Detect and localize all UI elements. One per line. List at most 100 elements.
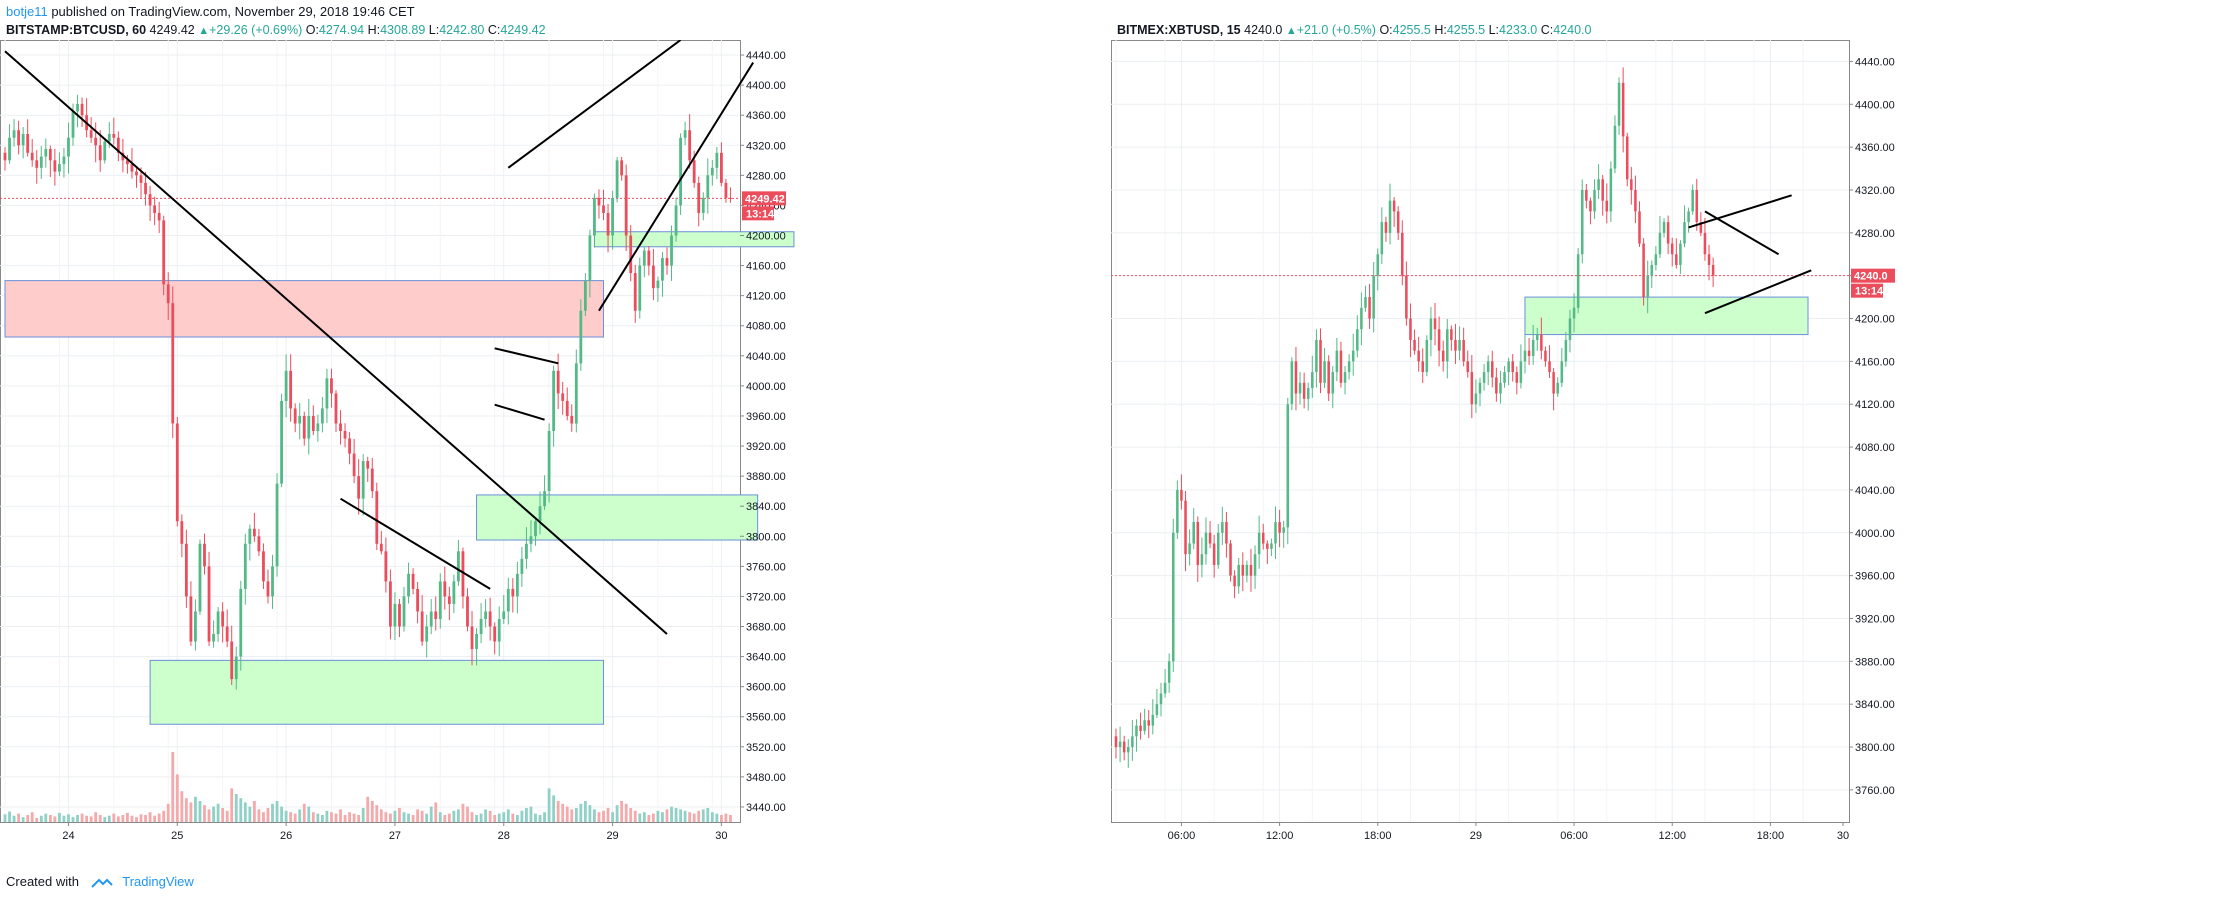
price-tick-label: 4440.00: [1855, 56, 1895, 68]
support-zone: [149, 659, 605, 725]
candle-body: [1204, 532, 1208, 555]
price-tick-label: 4400.00: [1855, 99, 1895, 111]
candle-body: [76, 103, 79, 112]
time-axis: 06:00 12:00 18:00 29 06:00 12:00 18:00 30: [1111, 822, 1849, 842]
candle-body: [615, 160, 619, 198]
candle-body: [153, 205, 157, 213]
volume-bar: [153, 815, 157, 822]
candle-body: [1401, 232, 1404, 276]
volume-bar: [12, 815, 16, 822]
volume-bar: [157, 813, 161, 822]
candle-body: [130, 164, 134, 172]
candle-body: [1127, 747, 1130, 753]
volume-bar: [298, 809, 302, 822]
candle-body: [1446, 329, 1449, 362]
candle-body: [570, 415, 574, 424]
candle-body: [1176, 489, 1179, 533]
price-chart-xbtusd[interactable]: 3760.00 3800.00 3840.00 3880.00 3920.00 3960.…: [1111, 40, 2217, 866]
chart-panel-btcusd[interactable]: BITSTAMP:BTCUSD, 60 4249.42 ▲+29.26 (+0.…: [0, 18, 1107, 866]
candle-body: [352, 453, 356, 477]
volume-bar: [583, 801, 587, 822]
volume-bar: [588, 805, 592, 822]
volume-bar: [162, 810, 166, 822]
volume-bar: [452, 810, 456, 822]
candle-body: [1683, 222, 1686, 244]
volume-bar: [556, 801, 560, 822]
volume-bar: [579, 803, 583, 822]
candle-body: [1184, 500, 1187, 555]
candle-body: [706, 175, 710, 198]
candle-body: [1486, 361, 1490, 373]
candle-body: [1642, 243, 1645, 298]
volume-bar: [525, 808, 528, 822]
last-price-tag: [1851, 268, 1895, 283]
price-tick-label: 3920.00: [746, 441, 786, 453]
volume-bar: [511, 813, 515, 822]
candle-body: [1396, 211, 1400, 233]
candle-body: [1491, 361, 1494, 378]
candle-body: [425, 626, 429, 642]
candle-body: [656, 280, 660, 289]
price-tick-label: 3880.00: [746, 471, 786, 483]
trendline: [507, 40, 682, 169]
candle-body: [1331, 372, 1335, 394]
candle-body: [1122, 741, 1126, 753]
candle-body: [1458, 339, 1461, 351]
candle-body: [1421, 361, 1425, 373]
candle-body: [1666, 222, 1670, 244]
candle-body: [1306, 388, 1310, 399]
candle-body: [719, 152, 723, 183]
tradingview-brand-link[interactable]: TradingView: [122, 874, 194, 889]
price-chart-btcusd[interactable]: 3440.00 3480.00 3520.00 3560.00 3600.00 3640.…: [0, 40, 1107, 866]
candle-body: [361, 461, 365, 499]
candle-body: [311, 415, 315, 431]
candle-body: [525, 543, 528, 559]
volume-bar: [225, 810, 229, 822]
volume-bar: [284, 810, 288, 822]
candle-body: [80, 103, 84, 116]
candle-body: [466, 596, 469, 627]
candle-body: [275, 483, 279, 567]
candle-body: [515, 573, 519, 597]
candle-body: [429, 611, 433, 627]
candle-body: [1347, 361, 1351, 373]
candle-body: [98, 145, 102, 161]
volume-bar: [647, 815, 651, 822]
candle-body: [139, 175, 143, 183]
time-tick-label: 29: [1470, 830, 1482, 842]
candle-body: [452, 581, 456, 604]
candle-body: [611, 197, 614, 236]
candle-body: [1576, 254, 1580, 308]
candle-body: [1662, 222, 1666, 233]
candle-body: [520, 558, 524, 574]
author-link[interactable]: botje11: [6, 4, 48, 19]
trendline: [1704, 269, 1812, 315]
volume-bar: [330, 812, 333, 822]
volume-bar: [357, 815, 361, 822]
candle-body: [366, 461, 370, 469]
candle-body: [17, 130, 21, 146]
candle-body: [243, 543, 247, 589]
trendline: [1704, 210, 1780, 256]
volume-bar: [479, 813, 483, 822]
candle-body: [411, 573, 415, 589]
candle-body: [1597, 179, 1600, 190]
price-tick-label: 4000.00: [1855, 528, 1895, 540]
volume-bar: [293, 813, 297, 822]
price-tick-label: 3840.00: [746, 501, 786, 513]
candle-body: [330, 378, 333, 394]
candle-body: [443, 581, 447, 597]
candle-body: [334, 393, 338, 424]
candle-body: [1687, 211, 1690, 223]
candle-body: [1208, 532, 1212, 544]
trendline: [4, 50, 668, 635]
candle-body: [121, 152, 125, 161]
countdown-tag-label: 13:14: [746, 208, 775, 220]
candle-body: [1482, 372, 1486, 383]
candle-body: [488, 611, 492, 627]
candle-body: [271, 566, 274, 597]
chart-panel-xbtusd[interactable]: BITMEX:XBTUSD, 15 4240.0 ▲+21.0 (+0.5%) …: [1111, 18, 2217, 866]
volume-bar: [320, 815, 324, 822]
candle-body: [1703, 232, 1707, 255]
candle-body: [1118, 741, 1122, 748]
